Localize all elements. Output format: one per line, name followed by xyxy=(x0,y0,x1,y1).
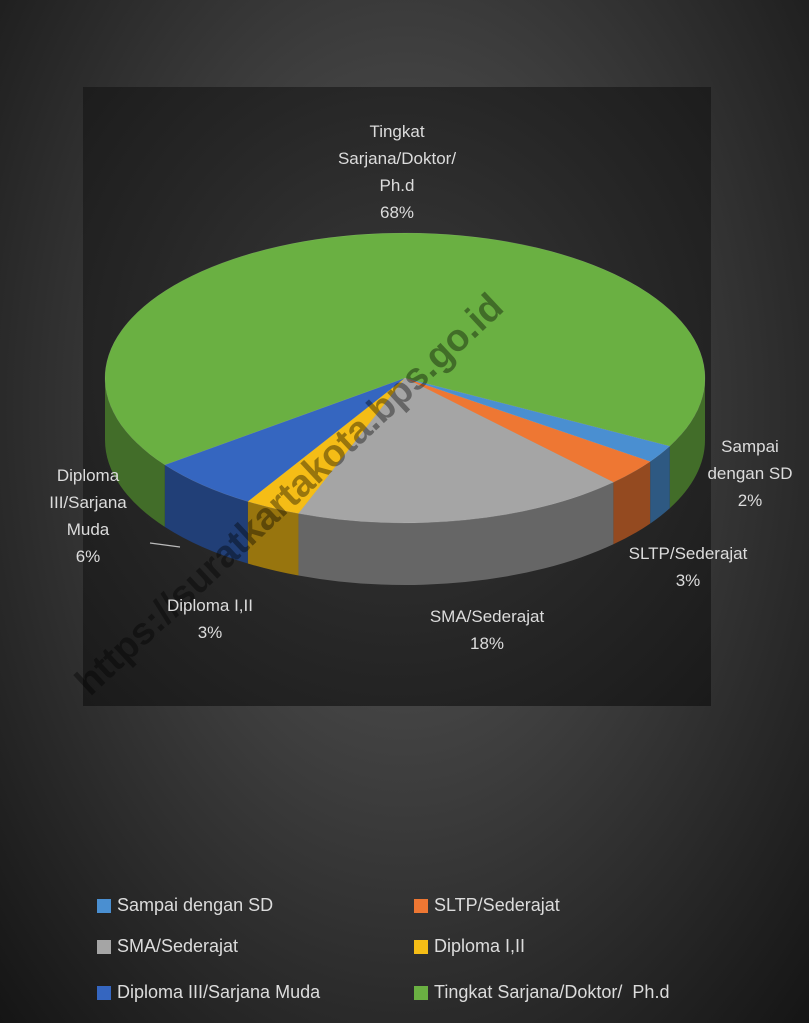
legend-entry: SLTP/Sederajat xyxy=(414,895,560,916)
legend-swatch xyxy=(97,898,111,913)
pie-side xyxy=(669,378,705,509)
data-label-name: Tingkat Sarjana/Doktor/ Ph.d xyxy=(337,122,457,195)
legend-entry: Tingkat Sarjana/Doktor/ Ph.d xyxy=(414,982,669,1003)
legend-swatch xyxy=(414,898,428,913)
legend-swatch xyxy=(414,985,428,1000)
data-label-value: 68% xyxy=(379,203,415,222)
data-label-name: Diploma III/Sarjana Muda xyxy=(49,466,127,539)
data-label: SLTP/Sederajat 3% xyxy=(618,540,758,594)
pie-slice xyxy=(404,377,651,483)
legend-label: Sampai dengan SD xyxy=(117,895,274,915)
data-label-name: Sampai dengan SD xyxy=(707,437,793,483)
data-label: Sampai dengan SD 2% xyxy=(700,433,800,514)
pie-slice xyxy=(247,377,406,514)
pie-side xyxy=(298,482,614,586)
legend-entry: Diploma I,II xyxy=(414,936,525,957)
data-label-name: SLTP/Sederajat xyxy=(628,544,748,563)
leader-line xyxy=(149,542,181,548)
legend-swatch xyxy=(97,939,111,954)
legend-entry: Sampai dengan SD xyxy=(97,895,273,916)
legend-label: SMA/Sederajat xyxy=(117,936,239,956)
legend-swatch xyxy=(97,985,111,1000)
pie-slice xyxy=(404,377,671,462)
data-label-name: Diploma I,II xyxy=(167,596,253,615)
legend-entry: Diploma III/Sarjana Muda xyxy=(97,982,320,1003)
data-label: SMA/Sederajat 18% xyxy=(417,603,557,657)
pie-side xyxy=(650,446,670,524)
legend-label: Tingkat Sarjana/Doktor/ Ph.d xyxy=(434,982,670,1002)
legend-entry: SMA/Sederajat xyxy=(97,936,238,957)
legend-label: Diploma I,II xyxy=(434,936,526,956)
data-label: Tingkat Sarjana/Doktor/ Ph.d 68% xyxy=(333,118,461,226)
legend-swatch xyxy=(414,939,428,954)
data-label: Diploma III/Sarjana Muda 6% xyxy=(42,462,134,570)
data-label-value: 2% xyxy=(737,491,763,510)
data-label-value: 3% xyxy=(197,623,223,642)
pie-side xyxy=(613,461,651,545)
pie-side xyxy=(105,378,165,527)
legend-label: Diploma III/Sarjana Muda xyxy=(117,982,321,1002)
pie-slice xyxy=(104,232,706,466)
data-label: Diploma I,II 3% xyxy=(155,592,265,646)
pie-sides xyxy=(105,378,705,586)
legend-label: SLTP/Sederajat xyxy=(434,895,560,915)
data-label-value: 18% xyxy=(469,634,505,653)
pie-slice xyxy=(164,377,406,502)
pie-side xyxy=(247,501,299,576)
data-label-value: 6% xyxy=(75,547,101,566)
data-label-name: SMA/Sederajat xyxy=(429,607,545,626)
pie-slice xyxy=(298,377,614,524)
data-label-value: 3% xyxy=(675,571,701,590)
pie-side xyxy=(164,464,248,564)
